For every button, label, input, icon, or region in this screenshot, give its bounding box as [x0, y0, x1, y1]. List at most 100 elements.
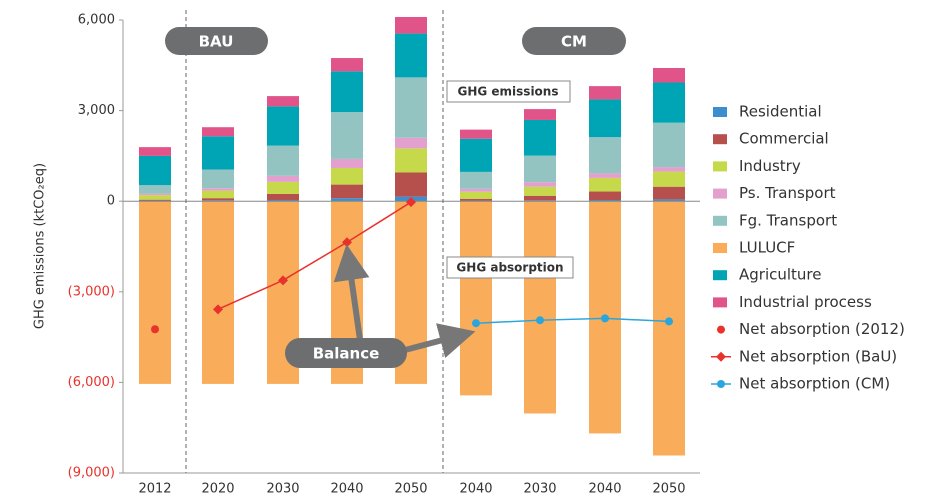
bar-segment — [589, 173, 621, 178]
legend-label: Residential — [739, 103, 822, 121]
bar-segment — [589, 99, 621, 138]
bar-segment — [202, 198, 234, 201]
bar-segment — [460, 198, 492, 201]
point — [151, 325, 159, 334]
legend-label: Fg. Transport — [739, 211, 837, 229]
bar-segment — [331, 158, 363, 168]
bar-segment — [653, 199, 685, 202]
bar-segment — [267, 145, 299, 176]
balance-pill — [285, 338, 407, 368]
legend-label: Net absorption (2012) — [739, 320, 905, 338]
bar-segment — [395, 77, 427, 138]
bar-segment — [331, 71, 363, 113]
bar-segment — [395, 172, 427, 197]
legend-label: Ps. Transport — [739, 184, 836, 202]
bar-segment — [653, 186, 685, 200]
y-axis-label: GHG emissions (ktCO₂eq) — [33, 163, 48, 329]
legend-swatch — [713, 134, 727, 145]
bau-label: BAU — [199, 33, 234, 51]
bar-segment — [524, 182, 556, 187]
point — [665, 317, 673, 326]
bar-segment — [331, 184, 363, 199]
bar-segment — [331, 167, 363, 185]
bar-segment — [202, 190, 234, 199]
point — [472, 319, 480, 328]
bar-segment — [460, 129, 492, 139]
bar-segment — [331, 112, 363, 159]
balance-label: Balance — [313, 345, 380, 363]
bar-segment — [589, 199, 621, 202]
bar-segment — [267, 106, 299, 146]
bar-segment — [331, 58, 363, 72]
bar-segment — [653, 122, 685, 168]
y-tick-label: 0 — [107, 194, 115, 209]
absorption-label: GHG absorption — [456, 261, 563, 275]
cm-label: CM — [561, 33, 587, 51]
legend-swatch — [713, 297, 727, 308]
point — [406, 197, 416, 208]
legend-swatch — [713, 107, 727, 117]
bar-segment — [589, 86, 621, 100]
bar-segment — [653, 68, 685, 83]
bar-segment — [460, 171, 492, 189]
bar-segment — [139, 185, 171, 194]
x-tick-label: 2030 — [523, 482, 556, 497]
bar-segment — [395, 16, 427, 34]
legend-label: Agriculture — [739, 266, 822, 284]
bar-segment — [460, 188, 492, 192]
point — [601, 314, 609, 323]
emissions-box — [446, 80, 571, 103]
bar-segment — [395, 137, 427, 149]
bar-segment — [202, 201, 234, 384]
bar-segment — [267, 199, 299, 202]
legend-label: Net absorption (BaU) — [739, 347, 897, 365]
x-tick-label: 2040 — [459, 482, 492, 497]
bar-segment — [589, 137, 621, 174]
bar-segment — [653, 201, 685, 456]
y-tick-label: (3,000) — [68, 284, 115, 299]
bar-segment — [653, 82, 685, 123]
legend-marker — [717, 325, 725, 334]
bar-segment — [139, 193, 171, 196]
bar-segment — [460, 138, 492, 172]
bar-segment — [331, 198, 363, 202]
y-tick-label: (6,000) — [68, 375, 115, 390]
absorption-box — [446, 256, 574, 279]
point — [536, 316, 544, 325]
arrow — [333, 244, 370, 341]
bar-segment — [139, 155, 171, 186]
bar-segment — [653, 167, 685, 172]
y-tick-label: (9,000) — [68, 466, 115, 481]
x-tick-label: 2020 — [201, 482, 234, 497]
bar-segment — [267, 96, 299, 107]
legend-swatch — [713, 188, 727, 199]
x-tick-label: 2040 — [330, 482, 363, 497]
bar-segment — [395, 148, 427, 173]
bar-segment — [139, 147, 171, 156]
bar-segment — [267, 181, 299, 194]
x-tick-label: 2012 — [138, 482, 171, 497]
bar-segment — [267, 193, 299, 200]
legend-swatch — [713, 270, 727, 281]
bar-segment — [589, 191, 621, 200]
x-tick-label: 2050 — [394, 482, 427, 497]
x-tick-label: 2040 — [588, 482, 621, 497]
cm-pill — [522, 27, 626, 55]
arrow — [404, 323, 476, 359]
legend-swatch — [713, 243, 727, 253]
bar-segment — [202, 136, 234, 170]
y-tick-label: 6,000 — [78, 13, 115, 28]
legend-label: Industry — [739, 157, 801, 175]
bar-segment — [139, 199, 171, 201]
point — [213, 304, 223, 315]
bar-segment — [395, 33, 427, 78]
bar-segment — [524, 109, 556, 120]
bar-segment — [524, 155, 556, 183]
line — [217, 201, 412, 311]
bar-segment — [524, 195, 556, 201]
line — [475, 317, 670, 324]
legend-label: LULUCF — [739, 239, 795, 257]
bau-pill — [165, 27, 268, 55]
legend-marker — [716, 351, 726, 362]
